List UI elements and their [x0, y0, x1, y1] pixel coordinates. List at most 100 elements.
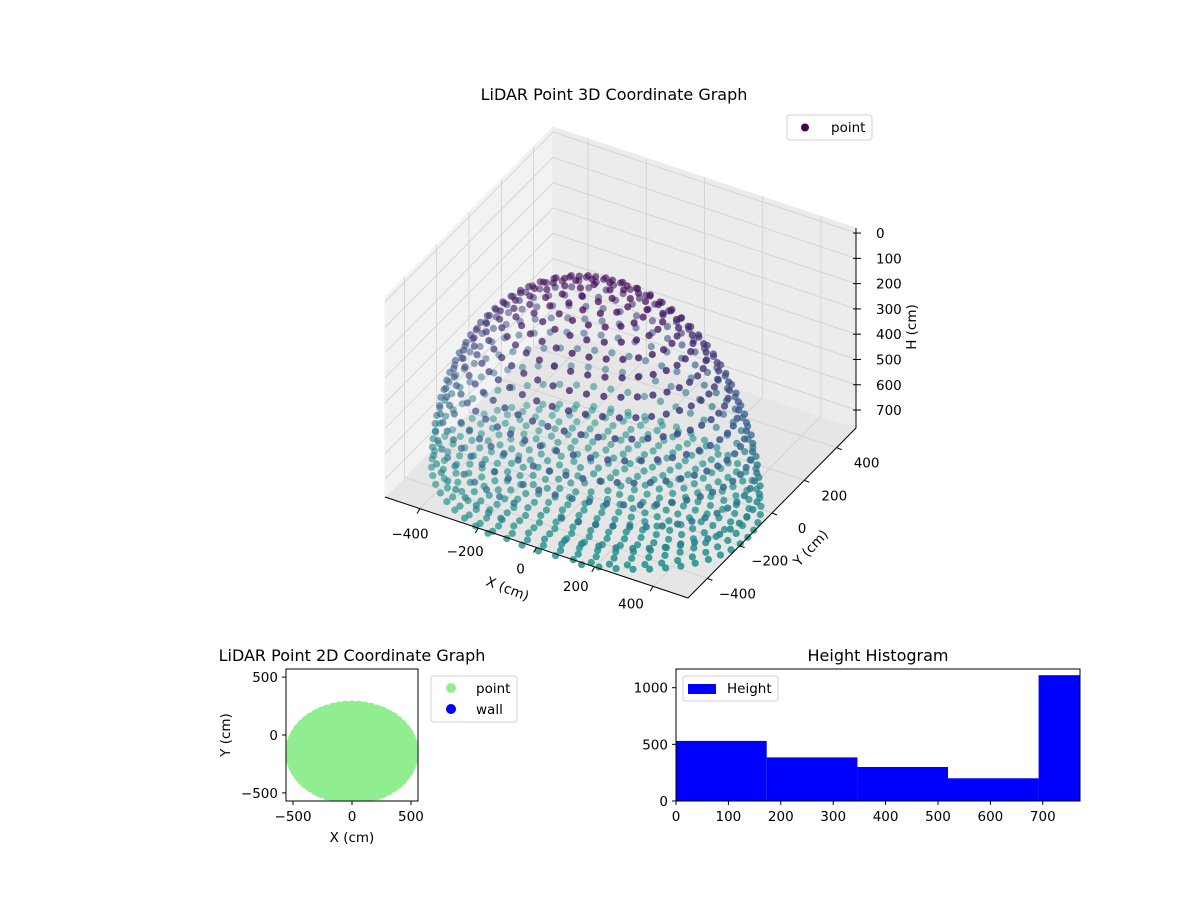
data-point-3d: [478, 359, 486, 367]
data-point-3d: [598, 413, 607, 421]
data-point-3d: [713, 509, 721, 517]
data-point-3d: [494, 376, 502, 384]
data-point-3d: [470, 342, 478, 350]
data-point-3d: [436, 410, 444, 418]
data-point-3d: [635, 354, 643, 362]
data-point-3d: [543, 484, 551, 492]
data-point-3d: [442, 384, 450, 392]
data-point-3d: [641, 297, 650, 306]
data-point-3d: [691, 559, 699, 567]
data-point-3d: [452, 382, 461, 390]
data-point-3d: [686, 378, 694, 386]
y-tick-mark: [707, 577, 713, 581]
data-point-3d: [689, 339, 697, 348]
data-point-3d: [537, 511, 545, 519]
data-point-3d: [439, 419, 447, 427]
data-point-3d: [444, 477, 452, 485]
data-point-3d: [661, 551, 669, 560]
data-point-3d: [548, 411, 556, 419]
data-point-3d: [701, 514, 709, 522]
data-point-3d: [654, 325, 662, 333]
data-point-3d: [706, 501, 715, 510]
data-point-3d: [551, 325, 559, 333]
data-point-3d: [491, 477, 499, 485]
legend-box: [682, 675, 779, 702]
data-point-3d: [648, 412, 656, 421]
data-point-3d: [533, 303, 541, 311]
data-point-3d: [584, 371, 592, 379]
data-point-3d: [687, 402, 695, 410]
data-point-3d: [703, 467, 711, 475]
height-histogram: Height Histogram 0 100 200 300 400 500 600 7000…: [634, 646, 1081, 825]
data-point-3d: [451, 356, 460, 365]
data-point-3d: [731, 450, 739, 458]
data-point-3d: [564, 407, 573, 415]
data-point-3d: [740, 492, 749, 500]
data-point-3d: [727, 518, 735, 526]
data-point-3d: [541, 535, 549, 543]
data-point-3d: [720, 402, 729, 410]
data-point-3d: [627, 494, 635, 502]
data-point-3d: [496, 493, 504, 501]
data-point-3d: [540, 344, 548, 352]
data-point-3d: [630, 486, 639, 494]
data-point-3d: [514, 411, 522, 419]
data-point-3d: [696, 493, 704, 501]
data-point-3d: [576, 284, 585, 292]
data-point-3d: [549, 279, 558, 287]
data-point-3d: [443, 376, 451, 384]
data-point-3d: [632, 336, 641, 344]
data-point-3d: [539, 380, 547, 389]
data-point-3d: [466, 460, 474, 468]
data-point-3d: [472, 501, 480, 509]
histogram-bar: [766, 757, 858, 801]
data-point-3d: [536, 442, 544, 450]
data-point-3d: [690, 480, 698, 488]
data-point-3d: [596, 309, 605, 317]
data-point-3d: [709, 488, 717, 496]
data-point-3d: [484, 437, 492, 445]
data-point-3d: [662, 564, 670, 572]
data-point-3d: [622, 431, 630, 439]
data-point-3d: [644, 434, 652, 443]
data-point-3d: [662, 410, 670, 418]
data-point-3d: [633, 393, 642, 401]
data-point-3d: [673, 361, 681, 369]
data-point-3d: [561, 274, 569, 282]
data-point-3d: [490, 345, 498, 353]
data-point-3d: [542, 293, 550, 302]
legend-box: [786, 114, 873, 141]
data-point-3d: [500, 450, 508, 458]
ticks-histogram: 0 100 200 300 400 500 600 700 0 500 1000: [634, 681, 1056, 825]
data-point-3d: [716, 436, 724, 444]
data-point-3d: [457, 444, 465, 452]
data-point-3d: [552, 447, 561, 455]
data-point-3d: [643, 306, 651, 314]
x-tick-mark: [649, 586, 654, 592]
data-point-3d: [665, 517, 673, 525]
data-point-3d: [551, 525, 559, 533]
grid-line-y: [468, 411, 773, 514]
data-point-3d: [608, 349, 616, 357]
points-3d: [428, 272, 765, 573]
data-point-3d: [714, 375, 722, 383]
data-point-3d: [521, 436, 529, 444]
data-point-3d: [746, 485, 754, 493]
data-point-3d: [626, 523, 634, 531]
data-point-3d: [520, 430, 528, 438]
data-point-3d: [504, 474, 512, 482]
data-point-3d: [511, 296, 520, 304]
data-point-3d: [687, 348, 695, 356]
data-point-3d: [548, 402, 556, 410]
data-point-3d: [496, 441, 504, 449]
data-point-3d: [443, 427, 451, 435]
data-point-3d: [642, 357, 650, 365]
data-point-3d: [655, 442, 663, 450]
data-point-3d: [561, 536, 569, 545]
data-point-3d: [663, 323, 672, 331]
data-point-3d: [658, 421, 667, 429]
data-point-3d: [571, 437, 579, 445]
data-point-3d: [567, 479, 575, 487]
data-point-3d: [508, 362, 516, 370]
data-point-3d: [646, 292, 654, 300]
